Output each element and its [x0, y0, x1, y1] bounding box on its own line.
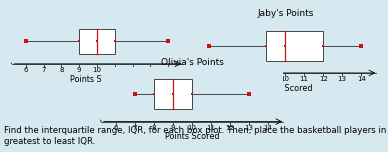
- Bar: [266, 31, 323, 61]
- Title: Jaby's Points: Jaby's Points: [257, 9, 314, 18]
- X-axis label: Points Scored: Points Scored: [70, 75, 124, 84]
- Text: Find the interquartile range, IQR, for each box plot. Then, place the basketball: Find the interquartile range, IQR, for e…: [4, 126, 388, 146]
- X-axis label: Points Scored: Points Scored: [258, 84, 312, 93]
- X-axis label: Points Scored: Points Scored: [165, 132, 219, 142]
- Bar: [154, 79, 192, 109]
- Title: Olivia's Points: Olivia's Points: [161, 58, 223, 67]
- Bar: [79, 29, 115, 54]
